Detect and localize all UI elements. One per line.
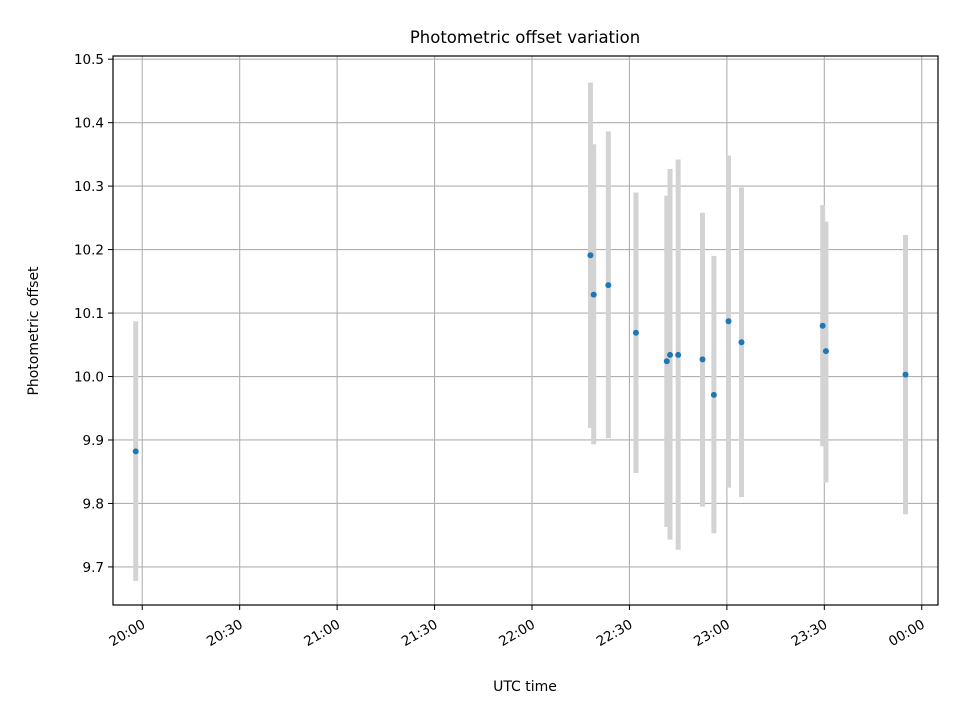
y-tick-label: 10.0 [74, 370, 104, 386]
data-point [587, 252, 594, 259]
data-point [822, 348, 829, 355]
data-point [902, 371, 909, 378]
y-axis-label: Photometric offset [26, 266, 42, 396]
plot-frame [112, 55, 939, 606]
data-point [738, 339, 745, 346]
y-tick-label: 10.5 [74, 52, 104, 68]
data-point [675, 351, 682, 358]
y-tick-label: 10.3 [74, 179, 104, 195]
data-point [710, 391, 717, 398]
y-tick-label: 10.2 [74, 243, 104, 259]
y-tick-label: 9.9 [83, 433, 104, 449]
data-point [667, 351, 674, 358]
data-point [590, 291, 597, 298]
y-tick-label: 10.1 [74, 306, 104, 322]
x-axis-label: UTC time [493, 679, 557, 695]
y-tick-label: 10.4 [74, 116, 104, 132]
y-tick-label: 9.7 [83, 560, 104, 576]
data-points [132, 252, 909, 455]
y-axis-ticks: 9.7 9.8 9.9 10.0 10.1 10.2 10.3 10.4 10.5 [74, 52, 113, 576]
data-point [132, 448, 139, 455]
data-point [632, 329, 639, 336]
grid [113, 56, 938, 605]
data-point [699, 356, 706, 363]
y-tick-label: 9.8 [83, 496, 104, 512]
chart-title: Photometric offset variation [410, 28, 640, 47]
data-point [605, 282, 612, 289]
data-point [819, 322, 826, 329]
data-point [663, 358, 670, 365]
data-point [725, 318, 732, 325]
